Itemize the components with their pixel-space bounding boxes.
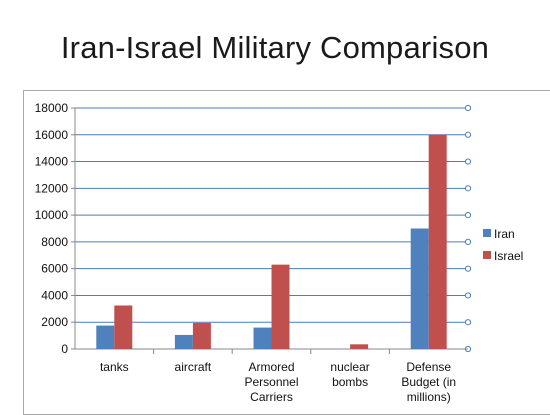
- y-tick-label: 6000: [41, 262, 68, 276]
- gridline-handle[interactable]: [464, 131, 472, 138]
- gridline-handle[interactable]: [464, 158, 472, 165]
- legend-label-israel: Israel: [494, 249, 523, 263]
- legend-swatch-israel: [483, 251, 491, 259]
- x-tick-label: Defense: [406, 360, 451, 374]
- x-tick-label: millions): [407, 390, 451, 404]
- gridline-handle[interactable]: [464, 319, 472, 326]
- gridline-handle[interactable]: [464, 292, 472, 299]
- x-tick-label: Carriers: [250, 390, 293, 404]
- gridline-handle[interactable]: [464, 104, 472, 112]
- y-tick-label: 14000: [35, 155, 69, 169]
- gridline-handle[interactable]: [464, 238, 472, 245]
- x-tick-label: aircraft: [175, 360, 212, 374]
- slide-title: Iran-Israel Military Comparison: [60, 30, 490, 65]
- x-tick-label: Armored: [248, 360, 294, 374]
- x-tick-label: bombs: [332, 375, 368, 389]
- legend: Iran Israel: [483, 227, 523, 263]
- bar-israel[interactable]: [350, 344, 369, 349]
- bar-iran[interactable]: [96, 325, 115, 349]
- y-tick-label: 4000: [41, 288, 68, 302]
- x-tick-label: nuclear: [330, 360, 369, 374]
- y-tick-label: 0: [61, 342, 68, 356]
- bar-iran[interactable]: [174, 334, 193, 349]
- gridline-handle[interactable]: [464, 212, 472, 219]
- bar-israel[interactable]: [114, 305, 133, 349]
- bar-israel[interactable]: [428, 134, 447, 349]
- y-tick-label: 16000: [35, 128, 69, 142]
- resize-handles: [464, 104, 472, 353]
- x-tick-label: Budget (in: [401, 375, 456, 389]
- legend-swatch-iran: [483, 229, 491, 237]
- legend-label-iran: Iran: [494, 227, 515, 241]
- y-tick-label: 2000: [41, 315, 68, 329]
- bars: [96, 134, 447, 350]
- bar-israel[interactable]: [271, 264, 290, 349]
- gridline-handle[interactable]: [464, 265, 472, 272]
- bar-israel[interactable]: [192, 322, 211, 349]
- y-tick-label: 8000: [41, 235, 68, 249]
- bar-iran[interactable]: [253, 327, 272, 349]
- y-tick-label: 12000: [35, 181, 69, 195]
- y-tick-label: 18000: [35, 101, 69, 115]
- gridline-handle[interactable]: [464, 185, 472, 192]
- bar-iran[interactable]: [410, 228, 429, 350]
- x-tick-label: Personnel: [244, 375, 298, 389]
- y-tick-label: 10000: [35, 208, 69, 222]
- labels: 0 2000 4000 6000 8000 10000 12000 14000 16000 180…: [35, 101, 456, 404]
- x-tick-label: tanks: [100, 360, 129, 374]
